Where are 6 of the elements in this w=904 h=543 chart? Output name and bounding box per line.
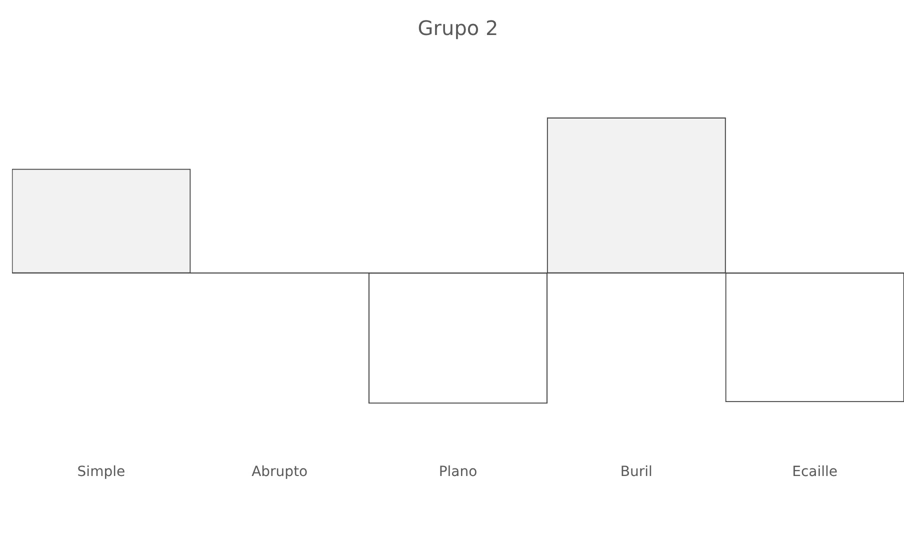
chart-title: Grupo 2 bbox=[418, 16, 498, 40]
x-tick-label: Simple bbox=[77, 464, 126, 480]
x-tick-label: Plano bbox=[438, 464, 478, 480]
x-tick-label: Ecaille bbox=[792, 464, 838, 480]
x-tick-label: Buril bbox=[620, 464, 652, 480]
x-tick-label: Abrupto bbox=[252, 464, 308, 480]
